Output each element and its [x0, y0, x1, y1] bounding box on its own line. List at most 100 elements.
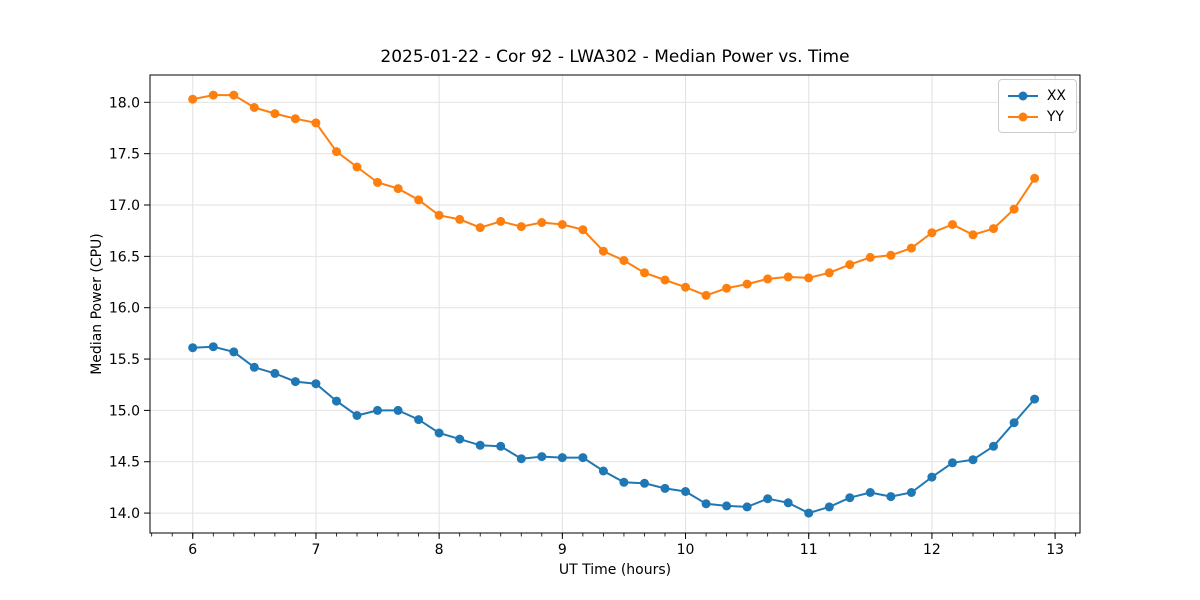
data-point-xx[interactable] — [722, 501, 732, 511]
data-point-yy[interactable] — [188, 94, 198, 104]
data-point-xx[interactable] — [557, 453, 567, 463]
data-point-yy[interactable] — [886, 250, 896, 260]
data-point-xx[interactable] — [681, 487, 690, 496]
legend: XX YY — [997, 79, 1077, 133]
x-tick-label: 8 — [435, 542, 444, 558]
data-point-yy[interactable] — [804, 273, 814, 283]
data-point-yy[interactable] — [311, 118, 321, 128]
data-point-yy[interactable] — [332, 147, 341, 157]
data-point-yy[interactable] — [722, 283, 732, 293]
data-point-yy[interactable] — [352, 162, 362, 172]
data-point-yy[interactable] — [393, 184, 403, 194]
data-point-yy[interactable] — [906, 243, 916, 253]
data-point-xx[interactable] — [845, 493, 855, 503]
data-point-xx[interactable] — [188, 343, 198, 353]
x-tick-label: 13 — [1046, 542, 1064, 558]
data-point-yy[interactable] — [660, 275, 670, 285]
data-point-yy[interactable] — [229, 90, 239, 100]
x-minor-ticks — [151, 533, 1077, 537]
data-point-xx[interactable] — [290, 377, 300, 387]
data-point-yy[interactable] — [496, 216, 506, 226]
data-point-xx[interactable] — [208, 342, 218, 352]
data-point-yy[interactable] — [619, 256, 629, 265]
data-point-xx[interactable] — [824, 502, 834, 512]
data-point-yy[interactable] — [208, 90, 218, 100]
data-point-xx[interactable] — [578, 453, 588, 463]
data-point-yy[interactable] — [681, 282, 690, 292]
data-point-yy[interactable] — [865, 252, 875, 262]
data-point-yy[interactable] — [475, 223, 485, 233]
data-point-yy[interactable] — [640, 268, 649, 278]
data-point-xx[interactable] — [249, 362, 259, 372]
data-point-xx[interactable] — [516, 454, 526, 464]
data-point-xx[interactable] — [927, 472, 937, 482]
data-point-yy[interactable] — [516, 222, 526, 232]
data-point-yy[interactable] — [270, 109, 280, 119]
data-point-xx[interactable] — [886, 492, 896, 502]
data-point-xx[interactable] — [496, 441, 506, 451]
data-point-xx[interactable] — [373, 405, 382, 415]
data-point-yy[interactable] — [824, 268, 834, 278]
legend-line-marker-icon-xx — [1007, 91, 1038, 100]
data-point-xx[interactable] — [229, 347, 239, 357]
data-point-yy[interactable] — [557, 220, 567, 229]
data-point-yy[interactable] — [742, 279, 752, 289]
data-point-yy[interactable] — [1030, 173, 1040, 183]
data-point-yy[interactable] — [968, 230, 978, 240]
y-tick-label: 16.0 — [109, 301, 140, 317]
data-point-xx[interactable] — [537, 452, 547, 462]
series-yy — [188, 90, 1040, 300]
data-point-xx[interactable] — [1030, 394, 1040, 404]
data-point-yy[interactable] — [783, 272, 793, 282]
data-point-xx[interactable] — [640, 478, 649, 488]
data-point-yy[interactable] — [763, 274, 773, 284]
data-point-xx[interactable] — [352, 411, 362, 420]
y-tick-label: 15.0 — [109, 403, 140, 419]
data-point-xx[interactable] — [906, 488, 916, 497]
data-point-yy[interactable] — [434, 210, 444, 220]
data-point-yy[interactable] — [537, 218, 547, 227]
data-point-xx[interactable] — [475, 440, 485, 450]
data-point-xx[interactable] — [783, 498, 793, 508]
data-point-yy[interactable] — [598, 246, 608, 256]
data-point-yy[interactable] — [989, 224, 998, 234]
data-point-xx[interactable] — [804, 508, 814, 518]
data-point-yy[interactable] — [578, 225, 588, 235]
data-point-yy[interactable] — [1009, 204, 1019, 214]
data-point-yy[interactable] — [845, 260, 855, 270]
data-point-xx[interactable] — [660, 483, 670, 493]
legend-item-xx[interactable]: XX — [1007, 85, 1066, 106]
data-point-yy[interactable] — [414, 195, 424, 205]
data-point-yy[interactable] — [701, 290, 711, 300]
data-point-xx[interactable] — [948, 458, 957, 468]
data-point-xx[interactable] — [865, 488, 875, 497]
data-point-xx[interactable] — [1009, 418, 1019, 428]
data-point-yy[interactable] — [373, 177, 382, 187]
y-tick-label: 17.0 — [109, 198, 140, 214]
data-point-xx[interactable] — [742, 502, 752, 512]
data-point-yy[interactable] — [290, 114, 300, 124]
data-point-xx[interactable] — [332, 396, 341, 406]
data-point-xx[interactable] — [763, 494, 773, 504]
data-point-yy[interactable] — [948, 220, 957, 229]
data-point-xx[interactable] — [311, 379, 321, 389]
data-point-xx[interactable] — [989, 441, 998, 451]
y-tick-label: 17.5 — [109, 147, 140, 163]
legend-item-yy[interactable]: YY — [1007, 106, 1066, 127]
chart-title: 2025-01-22 - Cor 92 - LWA302 - Median Po… — [380, 47, 850, 67]
data-point-xx[interactable] — [414, 415, 424, 425]
data-point-xx[interactable] — [455, 434, 465, 444]
data-point-yy[interactable] — [249, 103, 259, 112]
data-point-xx[interactable] — [598, 466, 608, 476]
data-point-yy[interactable] — [927, 228, 937, 238]
data-point-yy[interactable] — [455, 214, 465, 224]
data-point-xx[interactable] — [701, 499, 711, 509]
data-point-xx[interactable] — [270, 368, 280, 378]
data-point-xx[interactable] — [968, 455, 978, 465]
x-tick-label: 11 — [800, 542, 818, 558]
x-axis-label: UT Time (hours) — [558, 562, 672, 578]
data-point-xx[interactable] — [434, 428, 444, 438]
data-point-xx[interactable] — [619, 477, 629, 487]
data-point-xx[interactable] — [393, 405, 403, 415]
